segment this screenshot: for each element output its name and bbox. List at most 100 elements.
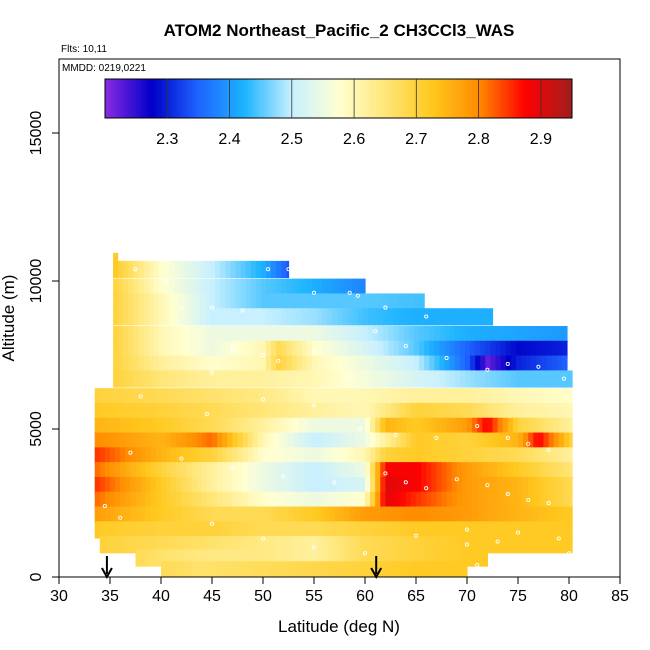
heatmap-cell [227, 561, 233, 577]
heatmap-cell [266, 260, 272, 279]
heatmap-cell [110, 417, 116, 435]
heatmap-cell [115, 388, 121, 406]
heatmap-cell [538, 521, 545, 539]
heatmap-cell [354, 402, 361, 421]
heatmap-cell [339, 561, 346, 577]
heatmap-cell [308, 388, 315, 406]
colorbar-swatch [332, 79, 336, 118]
heatmap-cell [405, 417, 412, 435]
heatmap-cell [201, 491, 208, 509]
heatmap-cell [263, 521, 269, 539]
heatmap-cell [324, 549, 330, 567]
heatmap-cell [176, 402, 182, 421]
heatmap-cell [303, 506, 310, 524]
heatmap-cell [286, 260, 290, 279]
heatmap-cell [247, 462, 254, 480]
colorbar-swatch [120, 79, 125, 118]
y-tick-label: 15000 [28, 111, 45, 156]
sample-marker [311, 349, 317, 355]
heatmap-cell [283, 462, 290, 480]
heatmap-cell [339, 549, 346, 567]
heatmap-cell [204, 260, 211, 279]
heatmap-cell [385, 536, 392, 554]
sample-marker [515, 530, 521, 535]
sample-marker [485, 367, 490, 372]
heatmap-cell [181, 447, 188, 465]
heatmap-cell [334, 506, 341, 524]
heatmap-cell [252, 447, 259, 465]
colorbar-swatch [562, 79, 567, 118]
heatmap-cell [273, 491, 279, 509]
colorbar-swatch [522, 79, 526, 118]
heatmap-cell [339, 476, 346, 495]
colorbar-swatch [229, 79, 234, 118]
heatmap-cell [242, 402, 249, 421]
heatmap-cell [217, 402, 223, 421]
sample-marker [566, 551, 572, 556]
heatmap-cell [454, 308, 461, 326]
heatmap-cell [138, 325, 145, 344]
heatmap-cell [553, 417, 560, 435]
heatmap-cell [334, 561, 341, 577]
heatmap-cell [237, 506, 244, 524]
heatmap-cell [446, 388, 453, 406]
heatmap-cell [179, 308, 186, 326]
heatmap-cell [436, 447, 443, 465]
heatmap-cell [186, 561, 193, 577]
sample-marker [209, 370, 215, 375]
heatmap-cell [230, 370, 237, 388]
heatmap-cell [365, 462, 371, 480]
heatmap-cell [461, 476, 468, 495]
colorbar-swatch [260, 79, 265, 118]
heatmap-cell [329, 476, 335, 495]
heatmap-cell [383, 370, 390, 388]
heatmap-cell [373, 370, 379, 388]
heatmap-cell [237, 432, 244, 450]
heatmap-cell [283, 402, 290, 421]
heatmap-cell [128, 293, 135, 311]
heatmap-cell [365, 432, 371, 450]
heatmap-cell [368, 355, 374, 373]
colorbar-swatch [450, 79, 455, 118]
sample-points [102, 267, 572, 568]
heatmap-cell [212, 402, 218, 421]
heatmap-cell [359, 506, 366, 524]
heatmap-cell [94, 521, 101, 539]
heatmap-cell [470, 325, 476, 344]
heatmap-cell [395, 432, 402, 450]
heatmap-cell [278, 388, 284, 406]
heatmap-cell [148, 308, 155, 326]
heatmap-cell [283, 432, 290, 450]
heatmap-cell [329, 447, 335, 465]
heatmap-cell [419, 325, 425, 344]
heatmap-cell [456, 402, 463, 421]
heatmap-cell [512, 417, 519, 435]
heatmap-cell [475, 370, 481, 388]
sample-marker [133, 267, 138, 272]
sample-marker [475, 563, 480, 568]
heatmap-cell [212, 561, 218, 577]
heatmap-cell [385, 417, 392, 435]
heatmap-cell [398, 340, 405, 358]
heatmap-cell [342, 340, 349, 358]
heatmap-cell [120, 536, 126, 554]
heatmap-cell [206, 462, 213, 480]
heatmap-cell [237, 417, 244, 435]
heatmap-cell [518, 506, 524, 524]
heatmap-cell [543, 402, 550, 421]
sample-marker [393, 432, 398, 437]
heatmap-cell [426, 506, 432, 524]
heatmap-cell [303, 521, 310, 539]
heatmap-cell [273, 388, 279, 406]
heatmap-cell [288, 491, 295, 509]
heatmap-cell [416, 549, 422, 567]
heatmap-cell [263, 417, 269, 435]
heatmap-cell [329, 491, 335, 509]
heatmap-cell [485, 340, 492, 358]
heatmap-cell [138, 260, 145, 279]
heatmap-cell [145, 417, 152, 435]
colorbar-swatch [550, 79, 554, 118]
heatmap-cell [510, 325, 517, 344]
heatmap-cell [296, 278, 303, 296]
heatmap-cell [393, 308, 400, 326]
